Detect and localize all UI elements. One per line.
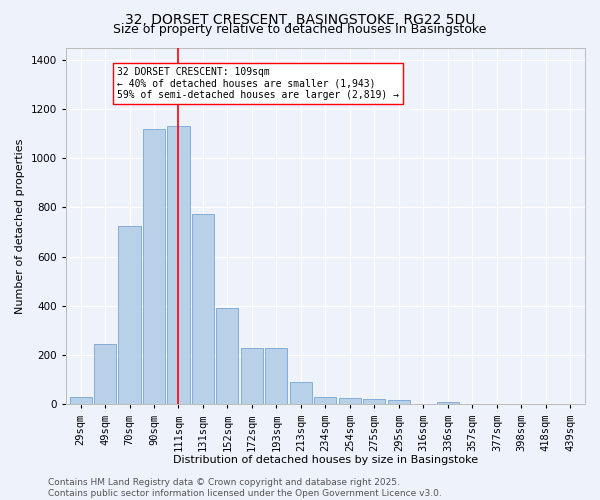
Bar [217, 308, 238, 404]
Bar [118, 226, 140, 404]
Bar [290, 382, 312, 404]
Text: Contains HM Land Registry data © Crown copyright and database right 2025.
Contai: Contains HM Land Registry data © Crown c… [48, 478, 442, 498]
Y-axis label: Number of detached properties: Number of detached properties [15, 138, 25, 314]
Bar [192, 214, 214, 404]
Bar [364, 400, 385, 404]
Bar [167, 126, 190, 404]
Bar [437, 402, 459, 404]
Bar [94, 344, 116, 405]
Bar [265, 348, 287, 405]
X-axis label: Distribution of detached houses by size in Basingstoke: Distribution of detached houses by size … [173, 455, 478, 465]
Text: Size of property relative to detached houses in Basingstoke: Size of property relative to detached ho… [113, 22, 487, 36]
Text: 32, DORSET CRESCENT, BASINGSTOKE, RG22 5DU: 32, DORSET CRESCENT, BASINGSTOKE, RG22 5… [125, 12, 475, 26]
Bar [70, 397, 92, 404]
Text: 32 DORSET CRESCENT: 109sqm
← 40% of detached houses are smaller (1,943)
59% of s: 32 DORSET CRESCENT: 109sqm ← 40% of deta… [117, 67, 399, 100]
Bar [388, 400, 410, 404]
Bar [339, 398, 361, 404]
Bar [143, 128, 165, 404]
Bar [241, 348, 263, 405]
Bar [314, 397, 337, 404]
